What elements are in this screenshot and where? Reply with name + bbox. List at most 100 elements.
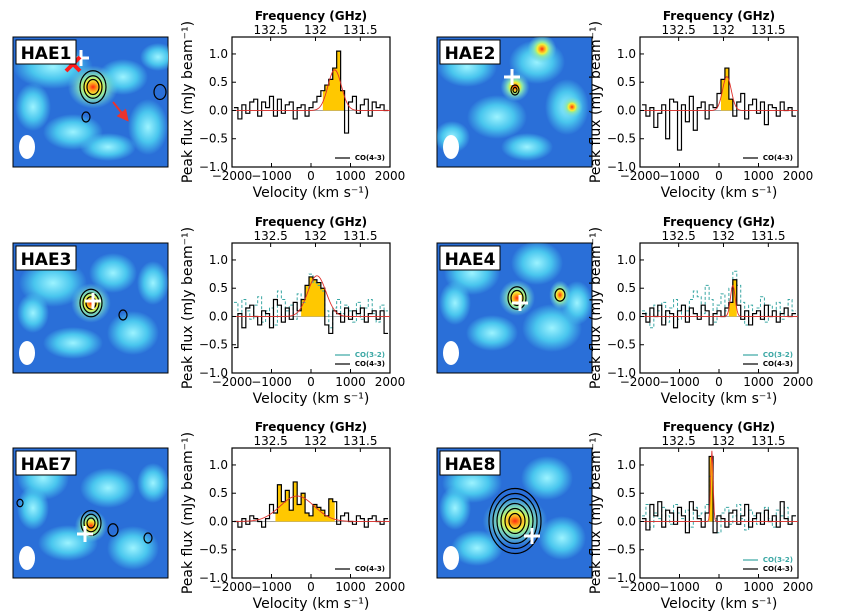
y-axis-label: Peak flux (mJy beam⁻¹) <box>180 21 196 183</box>
spectrum-hae1: −2000−1000 0 1000 2000 −1.0 −0.5 0.0 0.5 1.0 132.… <box>180 9 405 201</box>
freq-tick-label: 131.5 <box>751 229 785 243</box>
series-co43 <box>233 481 389 528</box>
legend-co43: CO(4-3) <box>763 360 793 368</box>
map-label-box <box>439 450 501 476</box>
spectrum-hae4: −2000−1000 0 1000 2000 −1.0 −0.5 0.0 0.5 1.0 132.… <box>588 215 813 407</box>
contour <box>79 70 107 104</box>
x-tick-label: −1000 <box>659 375 700 389</box>
legend-co32: CO(3-2) <box>355 351 385 359</box>
line-fill <box>720 68 733 111</box>
emission-peak <box>79 75 107 99</box>
contour <box>81 111 91 123</box>
emission-blob <box>137 463 168 503</box>
x-axis-label: Velocity (km s⁻¹) <box>253 596 370 612</box>
freq-tick-label: 132 <box>712 23 735 37</box>
x-tick-label: −2000 <box>620 169 661 183</box>
contour <box>508 512 522 530</box>
freq-tick-label: 131.5 <box>343 23 377 37</box>
map-hae4: HAE4 <box>436 242 593 374</box>
map-label-box <box>439 39 501 65</box>
map-label-box <box>15 245 77 271</box>
map-label: HAE2 <box>445 44 496 64</box>
freq-tick-label: 132.5 <box>253 23 287 37</box>
x-tick-label: 2000 <box>375 375 406 389</box>
contour <box>507 286 527 310</box>
map-label-box <box>15 39 77 65</box>
series-co32 <box>233 273 389 329</box>
emission-blob <box>128 99 168 155</box>
x-tick-label: 2000 <box>783 375 814 389</box>
y-tick-label: 0.5 <box>209 486 228 500</box>
map-label: HAE3 <box>21 250 72 270</box>
freq-tick-label: 131.5 <box>343 229 377 243</box>
y-tick-label: −0.5 <box>199 543 228 557</box>
beam-ellipse <box>443 546 459 570</box>
position-marker <box>85 293 101 309</box>
y-tick-label: −1.0 <box>607 366 636 380</box>
y-axis-label: Peak flux (mJy beam⁻¹) <box>180 227 196 389</box>
arrow <box>112 101 129 122</box>
x-tick-label: −1000 <box>251 375 292 389</box>
beam-ellipse <box>19 135 35 159</box>
freq-axis-title: Frequency (GHz) <box>255 9 367 23</box>
map-label-box <box>15 450 77 476</box>
plot-frame <box>639 36 799 168</box>
map-hae8: HAE8 <box>436 447 593 579</box>
emission-peak <box>566 101 578 113</box>
y-tick-label: −0.5 <box>607 132 636 146</box>
contour <box>143 532 153 544</box>
freq-axis-title: Frequency (GHz) <box>255 420 367 434</box>
gaussian-fit <box>232 69 390 111</box>
emission-blob <box>80 468 136 508</box>
x-axis-label: Velocity (km s⁻¹) <box>661 391 778 407</box>
plot-frame <box>231 36 391 168</box>
emission-blob <box>17 486 49 530</box>
emission-blob <box>107 526 159 570</box>
x-tick-label: −2000 <box>620 580 661 594</box>
x-tick-label: −1000 <box>659 169 700 183</box>
freq-tick-label: 132.5 <box>661 23 695 37</box>
y-axis-label: Peak flux (mJy beam⁻¹) <box>588 21 604 183</box>
x-tick-label: 0 <box>307 580 315 594</box>
contour <box>510 84 520 96</box>
y-tick-label: 0.0 <box>209 514 228 528</box>
y-tick-label: −0.5 <box>199 132 228 146</box>
contour <box>496 497 534 545</box>
contour <box>153 83 167 101</box>
map-hae1: HAE1 <box>12 36 169 168</box>
emission-blob <box>511 243 563 285</box>
emission-blob <box>538 516 586 560</box>
emission-blob <box>15 83 51 131</box>
freq-axis-title: Frequency (GHz) <box>255 215 367 229</box>
x-tick-label: −1000 <box>659 580 700 594</box>
freq-tick-label: 131.5 <box>751 23 785 37</box>
contour <box>83 75 103 99</box>
x-tick-label: −2000 <box>620 375 661 389</box>
contour <box>85 296 97 310</box>
gaussian-fit <box>640 76 798 111</box>
x-tick-label: 0 <box>307 169 315 183</box>
freq-axis-title: Frequency (GHz) <box>663 420 775 434</box>
freq-tick-label: 132.5 <box>253 434 287 448</box>
emission-blob <box>17 293 49 333</box>
plot-frame <box>639 242 799 374</box>
freq-tick-label: 132 <box>304 23 327 37</box>
y-tick-label: −1.0 <box>607 160 636 174</box>
spectrum-hae3: −2000−1000 0 1000 2000 −1.0 −0.5 0.0 0.5 1.0 132.… <box>180 215 405 407</box>
x-axis-label: Velocity (km s⁻¹) <box>661 185 778 201</box>
contour <box>510 289 524 307</box>
map-hae3: HAE3 <box>12 242 169 374</box>
x-tick-label: 0 <box>307 375 315 389</box>
spectrum-hae7: −2000−1000 0 1000 2000 −1.0 −0.5 0.0 0.5 1.0 132.… <box>180 420 405 612</box>
x-tick-label: 2000 <box>375 580 406 594</box>
y-tick-label: −1.0 <box>199 571 228 585</box>
x-tick-label: 1000 <box>335 580 366 594</box>
emission-blob <box>521 456 573 500</box>
freq-tick-label: 132.5 <box>661 434 695 448</box>
freq-axis-title: Frequency (GHz) <box>663 215 775 229</box>
y-tick-label: 1.0 <box>209 47 228 61</box>
emission-blob <box>451 530 503 566</box>
beam-ellipse <box>19 341 35 365</box>
legend-co32: CO(3-2) <box>763 556 793 564</box>
